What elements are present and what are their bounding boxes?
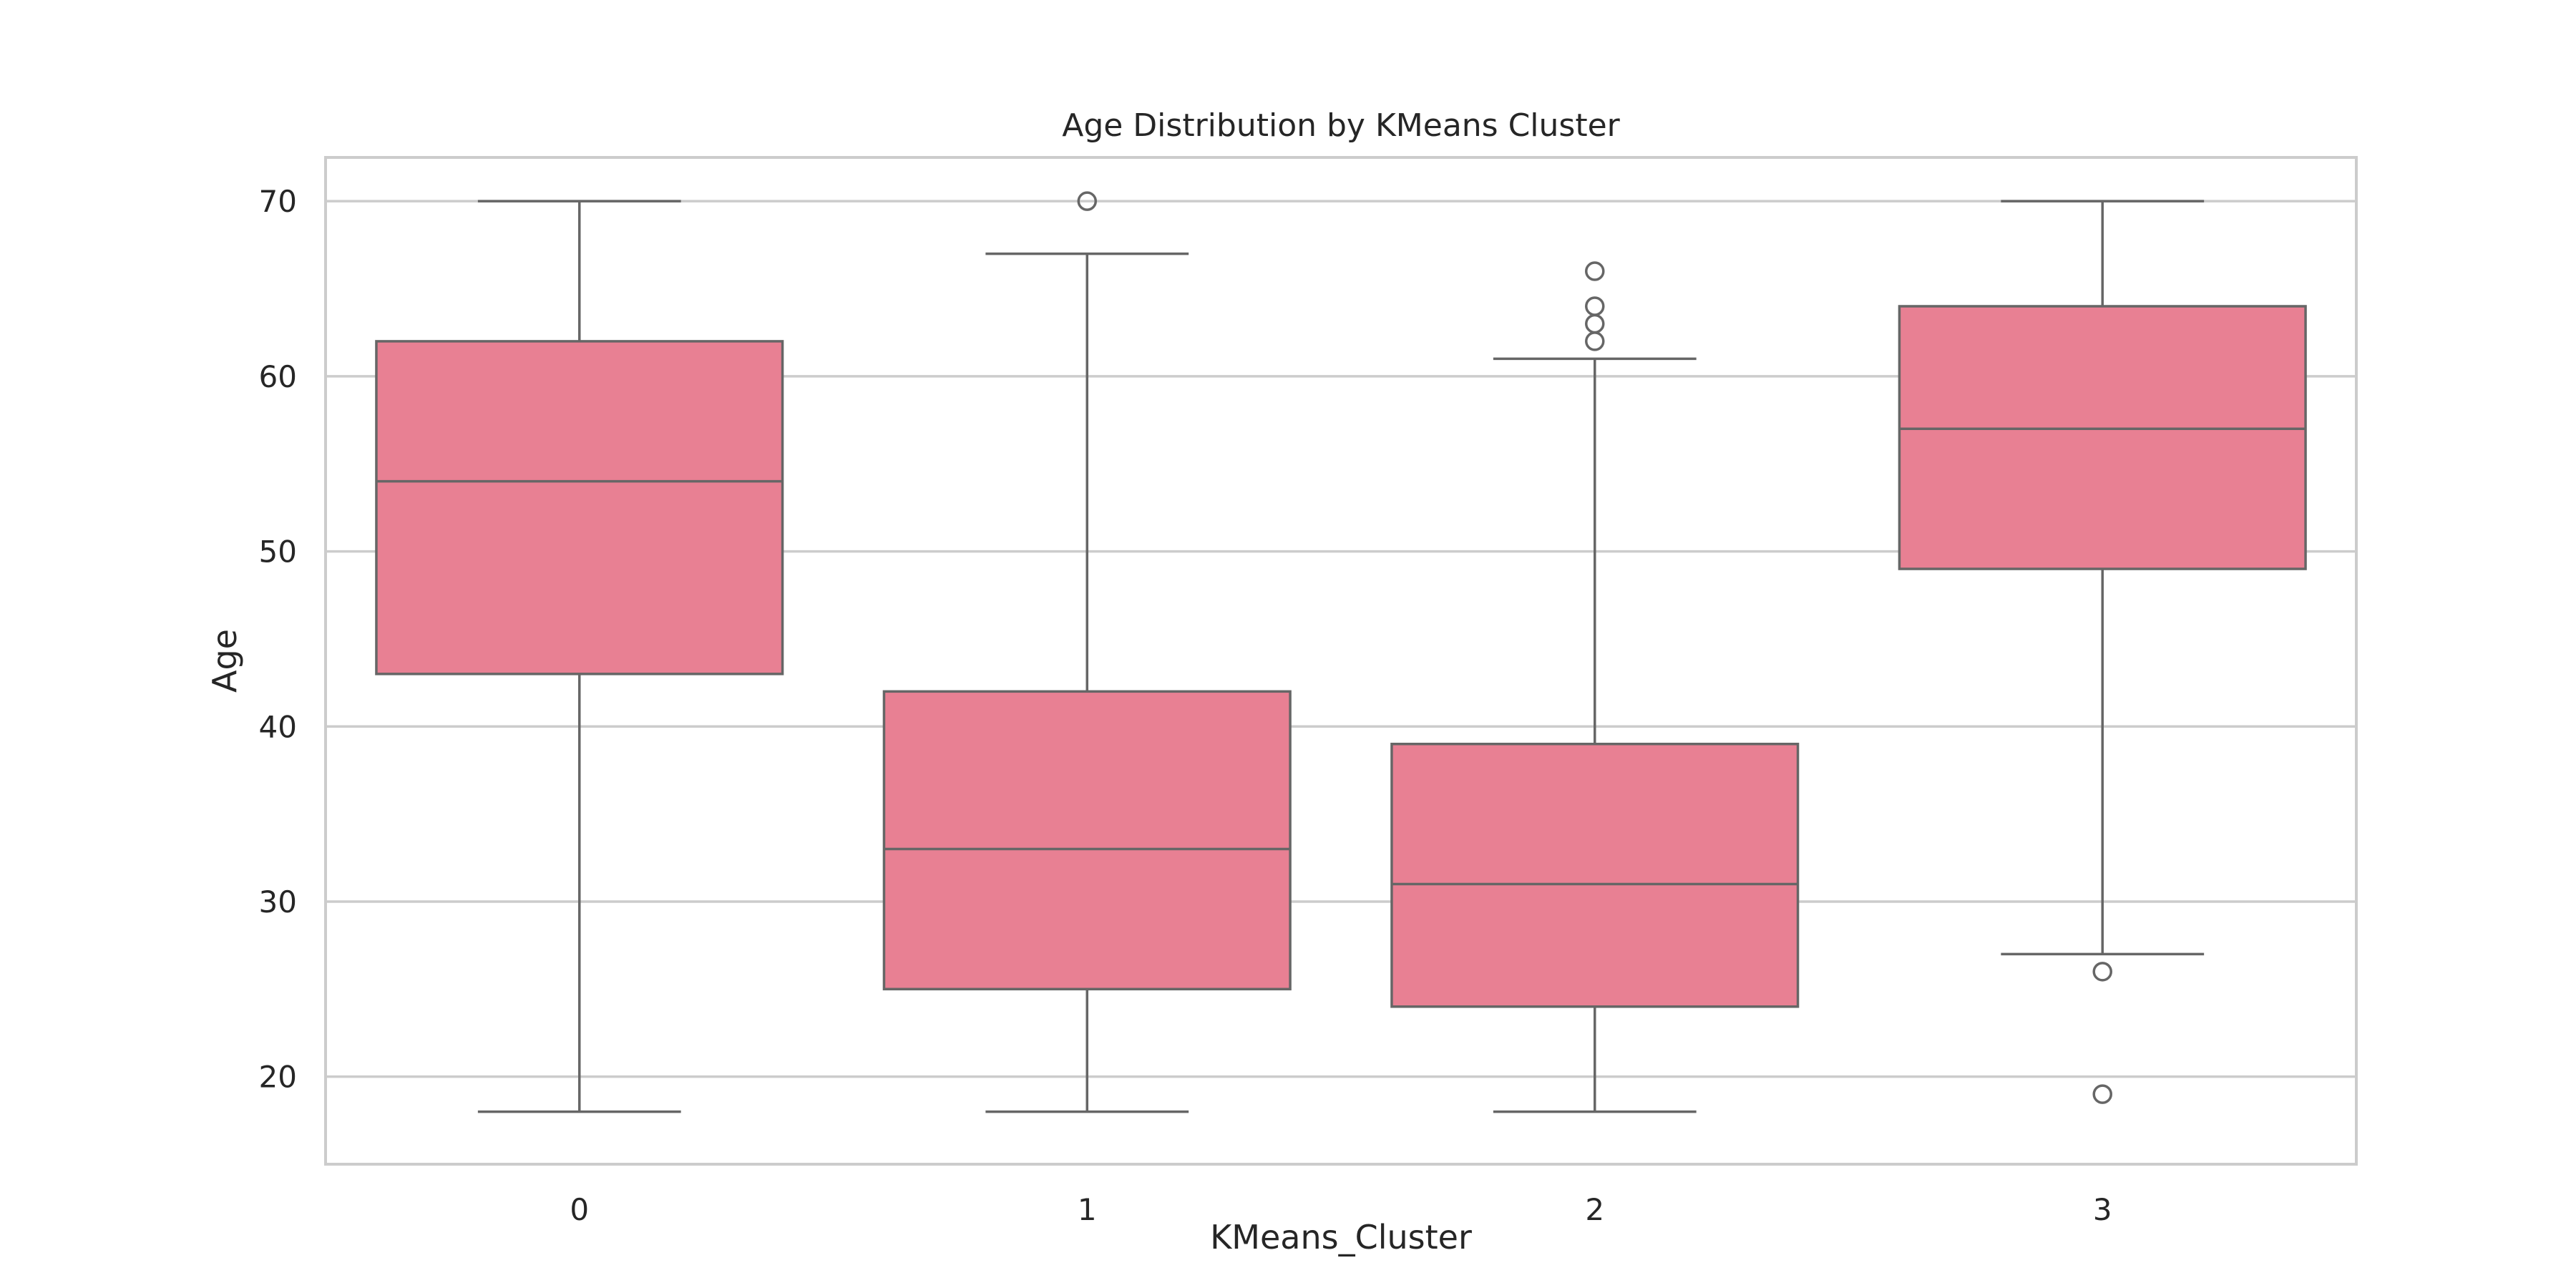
chart-title: Age Distribution by KMeans Cluster [1062, 107, 1620, 144]
outlier-point [2092, 1084, 2112, 1104]
outlier-point [2092, 962, 2112, 982]
y-tick-label: 40 [259, 709, 297, 744]
x-tick-labels: 0 1 2 3 [570, 1192, 2112, 1227]
iqr-box [375, 340, 784, 675]
x-tick-label: 0 [570, 1192, 589, 1227]
box-cluster-1 [882, 191, 1292, 1113]
y-tick-label: 50 [259, 535, 297, 570]
x-axis-label: KMeans_Cluster [1210, 1218, 1472, 1257]
outlier-point [1077, 191, 1097, 211]
y-tick-label: 70 [259, 184, 297, 219]
iqr-box [882, 690, 1292, 991]
box-cluster-2 [1390, 261, 1800, 1113]
box-cluster-3 [1898, 200, 2307, 1104]
iqr-box [1390, 742, 1800, 1008]
iqr-box [1898, 305, 2307, 570]
outlier-point [1585, 261, 1605, 281]
x-tick-label: 2 [1585, 1192, 1604, 1227]
x-tick-label: 1 [1078, 1192, 1097, 1227]
box-series [375, 191, 2307, 1113]
y-axis-label: Age [205, 629, 244, 693]
box-cluster-0 [375, 200, 784, 1113]
outlier-point [1585, 296, 1605, 316]
plot-frame [324, 156, 2358, 1166]
y-tick-labels: 20 30 40 50 60 70 [259, 184, 297, 1094]
x-tick-label: 3 [2093, 1192, 2112, 1227]
y-tick-label: 30 [259, 884, 297, 919]
y-tick-label: 60 [259, 359, 297, 394]
y-tick-label: 20 [259, 1060, 297, 1095]
